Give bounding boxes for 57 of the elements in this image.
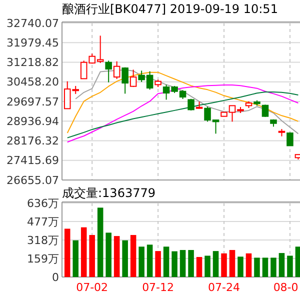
y-tick-label: 29697.57	[6, 95, 59, 108]
bar	[72, 240, 78, 277]
bar	[146, 244, 153, 277]
candlestick	[286, 132, 294, 146]
line-series	[66, 84, 299, 143]
y-tick-label: 27415.69	[6, 154, 59, 168]
y-tick-label: 636万	[27, 196, 59, 210]
bar	[295, 246, 300, 277]
bar	[130, 234, 136, 277]
bar	[172, 251, 178, 277]
bar	[138, 246, 144, 277]
line-series	[66, 91, 299, 138]
bar	[270, 258, 276, 277]
y-tick-label: 31979.45	[6, 36, 59, 50]
y-tick-label: 32740.07	[6, 16, 59, 30]
y-tick-label: 28176.32	[6, 134, 59, 148]
y-tick-label: 318万	[27, 234, 59, 247]
x-tick-label: 07-12	[142, 281, 174, 294]
y-tick-label: 28936.94	[6, 114, 59, 128]
bar	[114, 236, 120, 277]
bar	[64, 228, 70, 277]
candlestick	[130, 69, 137, 88]
bar	[246, 253, 252, 277]
bar	[278, 253, 285, 277]
candlestick	[113, 60, 120, 80]
bar	[97, 208, 104, 277]
bar	[221, 253, 227, 277]
y-tick-label: 26655.07	[6, 174, 59, 187]
x-tick-label: 07-24	[208, 281, 240, 294]
candlestick	[105, 60, 112, 83]
bar	[254, 258, 260, 277]
bar	[155, 251, 161, 277]
bar	[122, 240, 128, 277]
chart-title: 酿酒行业[BK0477] 2019-09-19 10:51	[62, 2, 278, 16]
bar	[180, 250, 186, 277]
y-tick-label: 30458.20	[6, 76, 59, 89]
bar	[196, 256, 202, 277]
y-tick-label: 0	[52, 270, 59, 284]
x-tick-label: 07-02	[76, 281, 108, 294]
bar	[229, 250, 236, 277]
bar	[80, 227, 87, 277]
bar	[188, 250, 194, 277]
bar	[262, 258, 268, 277]
bar	[106, 232, 112, 277]
y-tick-label: 31218.82	[6, 56, 59, 70]
bar	[204, 256, 210, 277]
x-tick-label: 08-0	[273, 281, 298, 294]
y-tick-label: 477万	[27, 215, 59, 228]
bar	[238, 256, 244, 277]
candlestick	[122, 66, 128, 94]
bar	[163, 246, 170, 277]
bar	[212, 251, 219, 277]
y-tick-label: 159万	[27, 252, 59, 266]
chart-title: 成交量:1363779	[62, 186, 156, 200]
bar	[287, 256, 293, 277]
bar	[89, 234, 95, 277]
candlestick	[262, 104, 269, 118]
